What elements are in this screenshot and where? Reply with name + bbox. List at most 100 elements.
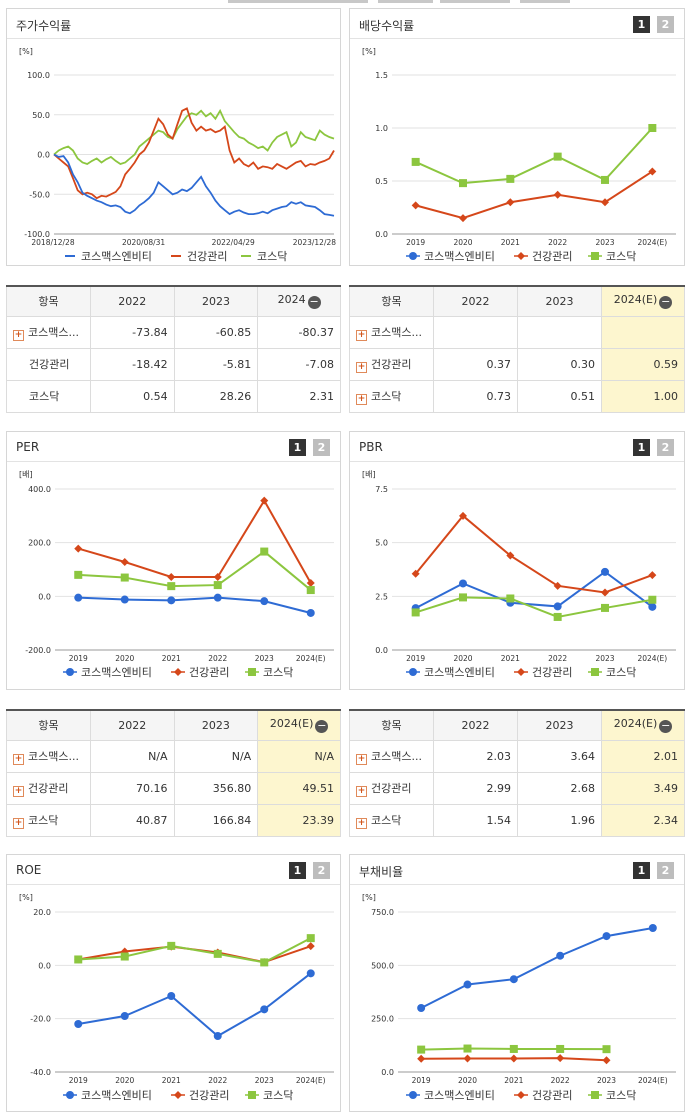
row-label[interactable]: + 코스맥스... (349, 739, 434, 773)
expand-icon[interactable]: + (356, 817, 367, 829)
legend-item: 코스닥 (588, 1089, 636, 1102)
page-2-button[interactable]: 2 (657, 862, 674, 879)
row-label[interactable]: + 코스맥스... (349, 315, 434, 349)
table-row: + 건강관리 2.99 2.68 3.49 (349, 771, 685, 805)
table-row: + 건강관리 70.16 356.80 49.51 (6, 771, 341, 805)
data-point (602, 1045, 611, 1054)
row-label[interactable]: + 코스닥 (349, 379, 434, 413)
column-header: 항목 (349, 285, 434, 317)
table-cell: 2.01 (601, 739, 685, 773)
legend-label: 건강관리 (189, 1089, 229, 1102)
page-1-button[interactable]: 1 (633, 439, 650, 456)
row-label-text: 코스맥스... (28, 325, 79, 339)
legend-marker (174, 668, 182, 676)
legend-marker (174, 1091, 182, 1099)
table-cell: 1.00 (601, 379, 685, 413)
data-point (509, 1054, 518, 1063)
debt-ratio-chart: [%] 750.0 500.0 250.0 0.0 2019 2020 2021 2022 202… (362, 893, 676, 1102)
collapse-icon[interactable]: − (307, 295, 321, 310)
data-point (411, 157, 420, 166)
row-label[interactable]: + 건강관리 (349, 347, 434, 381)
data-point (648, 167, 657, 176)
legend-marker (517, 668, 525, 676)
column-header-label: 2023 (201, 718, 230, 732)
row-label[interactable]: + 코스닥 (6, 803, 91, 837)
y-tick-label: 100.0 (27, 71, 50, 80)
column-header-label: 항목 (38, 719, 59, 733)
row-label-text: 코스맥스... (371, 325, 422, 339)
series-line (78, 937, 312, 964)
debt-ratio-header: 부채비율 1 2 (350, 855, 684, 885)
page-1-button[interactable]: 1 (289, 862, 306, 879)
series-line (53, 153, 335, 217)
collapse-icon[interactable]: − (659, 719, 673, 734)
row-label-text: 건강관리 (28, 781, 69, 795)
data-point (213, 1032, 222, 1040)
data-point (120, 557, 129, 566)
row-label[interactable]: + 코스맥스... (6, 315, 91, 349)
table-cell: N/A (257, 739, 341, 773)
page-2-button[interactable]: 2 (313, 439, 330, 456)
x-tick-label: 2020 (453, 238, 472, 247)
table-cell: 23.39 (257, 803, 341, 837)
data-point (411, 569, 420, 578)
table-cell: 3.64 (517, 739, 602, 773)
data-point (417, 1045, 426, 1054)
expand-icon[interactable]: + (356, 785, 367, 797)
row-label[interactable]: + 건강관리 (349, 771, 434, 805)
expand-icon[interactable]: + (356, 329, 367, 341)
data-point (553, 602, 562, 611)
series-line (53, 107, 335, 200)
expand-icon[interactable]: + (356, 361, 367, 373)
page-2-button[interactable]: 2 (313, 862, 330, 879)
x-tick-label: 2024(E) (296, 1076, 326, 1085)
x-tick-label: 2020/08/31 (122, 238, 165, 247)
series-line (77, 498, 312, 584)
y-tick-label: 1.0 (375, 124, 388, 133)
debt-ratio-title: 부채비율 (359, 865, 404, 879)
column-header: 2024(E) − (601, 709, 685, 741)
legend-label: 코스닥 (257, 250, 287, 263)
page-2-button[interactable]: 2 (657, 16, 674, 33)
legend-label: 코스닥 (606, 1089, 636, 1102)
legend-label: 코스맥스엔비티 (424, 1089, 495, 1102)
debt-ratio-card: 부채비율 1 2 [%] 750.0 500.0 250.0 0.0 2019 2020 20… (349, 854, 685, 1112)
expand-icon[interactable]: + (13, 817, 24, 829)
expand-icon[interactable]: + (13, 785, 24, 797)
roe-card: ROE 1 2 [%] 20.0 0.0 -20.0 -40.0 2019 2020 2021… (6, 854, 341, 1112)
column-header: 2022 (433, 285, 518, 317)
legend-item: 코스맥스엔비티 (406, 250, 495, 263)
expand-icon[interactable]: + (13, 753, 24, 765)
page-1-button[interactable]: 1 (633, 16, 650, 33)
page-1-button[interactable]: 1 (633, 862, 650, 879)
row-label[interactable]: + 건강관리 (6, 771, 91, 805)
y-unit-label: [배] (362, 470, 376, 479)
x-tick-label: 2022/04/29 (212, 238, 255, 247)
pbr-card: PBR 1 2 [배] 7.5 5.0 2.5 0.0 2019 2020 2021 2022 2… (349, 431, 685, 690)
collapse-icon[interactable]: − (315, 719, 329, 734)
row-label[interactable]: + 코스맥스... (6, 739, 91, 773)
x-tick-label: 2021 (501, 654, 520, 663)
legend-label: 건강관리 (532, 250, 572, 263)
x-tick-label: 2020 (453, 654, 472, 663)
data-point (306, 942, 315, 951)
expand-icon[interactable]: + (356, 753, 367, 765)
expand-icon[interactable]: + (13, 329, 24, 341)
table-header-row: 항목 2022 2023 2024− (6, 285, 341, 317)
table-cell: 0.37 (433, 347, 518, 381)
y-tick-label: 400.0 (28, 485, 51, 494)
legend-item: 코스닥 (241, 250, 287, 263)
x-tick-label: 2019 (412, 1076, 431, 1085)
legend-marker (517, 252, 525, 260)
expand-icon[interactable]: + (356, 393, 367, 405)
data-point (509, 975, 518, 984)
y-unit-label: [%] (19, 47, 33, 56)
table-cell: -60.85 (173, 315, 259, 349)
collapse-icon[interactable]: − (659, 295, 673, 310)
data-point (306, 608, 315, 617)
row-label[interactable]: + 코스닥 (349, 803, 434, 837)
x-tick-label: 2021 (504, 1076, 523, 1085)
table-row: + 건강관리 0.37 0.30 0.59 (349, 347, 685, 381)
page-1-button[interactable]: 1 (289, 439, 306, 456)
page-2-button[interactable]: 2 (657, 439, 674, 456)
